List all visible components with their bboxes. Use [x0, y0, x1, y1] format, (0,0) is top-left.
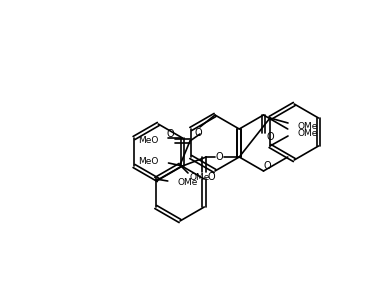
Text: O: O [267, 132, 274, 142]
Text: OMe: OMe [190, 173, 210, 181]
Text: OMe: OMe [297, 121, 317, 130]
Text: O: O [215, 152, 223, 162]
Text: O: O [264, 161, 271, 171]
Text: OMe: OMe [178, 177, 198, 186]
Text: O: O [194, 128, 202, 138]
Text: OMe: OMe [297, 129, 317, 137]
Text: O: O [207, 172, 215, 182]
Text: MeO: MeO [138, 136, 159, 144]
Text: MeO: MeO [138, 156, 159, 166]
Text: O: O [166, 129, 174, 139]
